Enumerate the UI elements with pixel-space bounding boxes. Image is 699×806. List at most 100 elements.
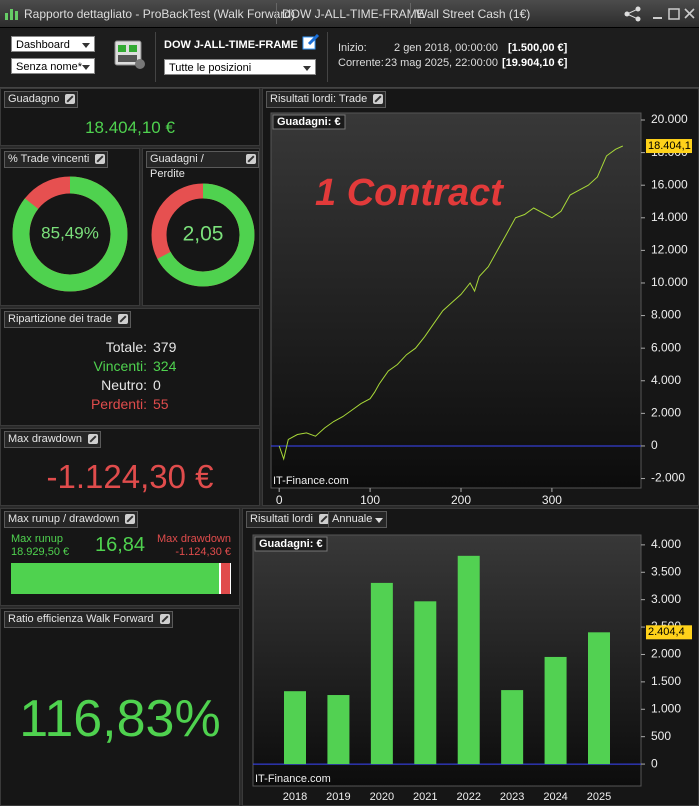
edit-icon[interactable] xyxy=(302,34,320,51)
x-tick-label: 2020 xyxy=(370,791,394,803)
chart-label-box xyxy=(254,536,328,552)
start-label: Inizio: xyxy=(338,42,367,54)
panel-title-text: Ratio efficienza Walk Forward xyxy=(8,613,154,625)
profit-factor-panel: Guadagni / Perdite 2,05 xyxy=(142,148,260,306)
x-tick-label: 300 xyxy=(542,493,562,505)
tab[interactable]: DOW J-ALL-TIME-FRAME xyxy=(282,7,425,21)
bar xyxy=(327,695,350,765)
panel-title: Ripartizione dei trade xyxy=(4,311,131,328)
y-tick-label: 6.000 xyxy=(651,340,681,354)
end-label: 18.404,1 xyxy=(648,140,691,152)
panel-title-text: Max drawdown xyxy=(8,433,82,445)
panel-title: Max runup / drawdown xyxy=(4,511,139,528)
y-tick-label: 20.000 xyxy=(651,112,688,126)
drawdown-label: Max drawdown xyxy=(157,533,231,545)
chart-label: Guadagni: € xyxy=(277,116,341,128)
title-bar: Rapporto dettagliato - ProBackTest (Walk… xyxy=(0,0,699,28)
period-text[interactable]: Annuale xyxy=(332,513,373,525)
wf-ratio-value: 116,83% xyxy=(19,690,221,748)
max-drawdown-panel: Max drawdown -1.124,30 € xyxy=(0,428,260,506)
row-value: 0 xyxy=(153,377,161,393)
y-tick-label: 4.000 xyxy=(651,537,681,551)
bar xyxy=(284,691,306,765)
drawdown-value: -1.124,30 € xyxy=(175,546,231,558)
row-label: Vincenti: xyxy=(93,358,147,374)
window-controls[interactable] xyxy=(624,6,696,22)
equity-line xyxy=(278,145,624,461)
bar xyxy=(588,632,610,765)
donut: 85,49% xyxy=(12,176,128,292)
y-tick-label: 3.500 xyxy=(651,564,681,578)
y-tick-label: 3.000 xyxy=(651,592,681,606)
y-tick-label: 12.000 xyxy=(651,243,688,257)
current-date: 23 mag 2025, 22:00:00 xyxy=(384,57,498,69)
y-tick-label: 2.000 xyxy=(651,647,681,661)
end-label: 2.404,4 xyxy=(648,626,685,638)
annotation: 1 Contract xyxy=(315,172,504,214)
bar xyxy=(501,690,524,765)
y-tick-label: 10.000 xyxy=(651,275,688,289)
breakdown-panel: Ripartizione dei trade Totale: 379 Vincent… xyxy=(0,308,260,426)
panel-title-text: Ripartizione dei trade xyxy=(8,313,112,325)
chart: -2.000 0 2.000 4.000 6.000 8.000 10.000 12.000 1… xyxy=(270,112,692,505)
row-label: Perdenti: xyxy=(90,396,147,412)
end-label-box xyxy=(646,625,692,640)
drawdown-segment xyxy=(220,563,230,594)
x-tick-label: 2025 xyxy=(587,791,611,803)
end-label-box xyxy=(646,139,692,154)
x-tick-label: 2021 xyxy=(413,791,437,803)
panel-title: Ratio efficienza Walk Forward xyxy=(4,611,173,628)
watermark: IT-Finance.com xyxy=(273,475,349,487)
runup-segment xyxy=(11,563,219,594)
x-tick-label: 2022 xyxy=(456,791,480,803)
plot-area xyxy=(270,112,642,489)
chart-label: Guadagni: € xyxy=(259,538,323,550)
gain-panel: Guadagno 18.404,10 € xyxy=(0,88,260,146)
tab[interactable]: Wall Street Cash (1€) xyxy=(416,7,531,21)
y-tick-label: 500 xyxy=(651,729,671,743)
runup-ratio: 16,84 xyxy=(94,534,146,556)
positions-select[interactable]: Tutte le posizioni xyxy=(164,59,316,75)
row-label: Totale: xyxy=(105,339,147,355)
runup-value: 18.929,50 € xyxy=(11,546,70,558)
donut-label: 2,05 xyxy=(183,223,224,246)
view-select[interactable]: Dashboard xyxy=(11,36,95,52)
runup-panel: Max runup / drawdown Max runup 18.929,50… xyxy=(0,508,240,606)
row-value: 55 xyxy=(153,396,169,412)
bar xyxy=(414,601,437,765)
row-value: 379 xyxy=(153,339,177,355)
panel-title: Risultati lordi xyxy=(246,511,332,528)
panel-title: Guadagni / Perdite xyxy=(146,151,259,180)
x-tick-label: 2018 xyxy=(283,791,307,803)
panel-title-text: Risultati lordi: Trade xyxy=(270,93,368,105)
y-tick-label: 1.500 xyxy=(651,674,681,688)
y-tick-label: 0 xyxy=(651,438,658,452)
current-label: Corrente: xyxy=(338,57,384,69)
panel-title-text: % Trade vincenti xyxy=(8,153,90,165)
yearly-chart-panel: Risultati lordi Annuale 0 500 1.000 1.500 2.… xyxy=(242,508,699,806)
runup-bar xyxy=(11,563,231,594)
start-date: 2 gen 2018, 00:00:00 xyxy=(394,42,498,54)
runup-label: Max runup xyxy=(11,533,63,545)
window-title: Rapporto dettagliato - ProBackTest (Walk… xyxy=(24,7,295,21)
y-tick-label: 4.000 xyxy=(651,373,681,387)
bar xyxy=(370,582,393,765)
bar xyxy=(457,555,480,765)
donut: 2,05 xyxy=(151,183,255,287)
y-tick-label: 0 xyxy=(651,756,658,770)
trade-chart-panel: Risultati lordi: Trade -2.000 0 2.000 4.000… xyxy=(262,88,699,506)
gain-value: 18.404,10 € xyxy=(85,118,175,137)
x-tick-label: 2023 xyxy=(500,791,524,803)
row-label: Neutro: xyxy=(101,377,147,393)
layout-select[interactable]: Senza nome* xyxy=(11,58,95,74)
chart-label-box xyxy=(272,114,346,130)
period-select[interactable]: Annuale xyxy=(328,511,388,528)
x-tick-label: 2024 xyxy=(543,791,567,803)
current-capital: [19.904,10 €] xyxy=(502,57,568,69)
y-tick-label: 1.000 xyxy=(651,701,681,715)
panel-title-text: Guadagno xyxy=(8,93,60,105)
wf-ratio-panel: Ratio efficienza Walk Forward 116,83% xyxy=(0,608,240,806)
app-icon[interactable] xyxy=(114,38,146,70)
